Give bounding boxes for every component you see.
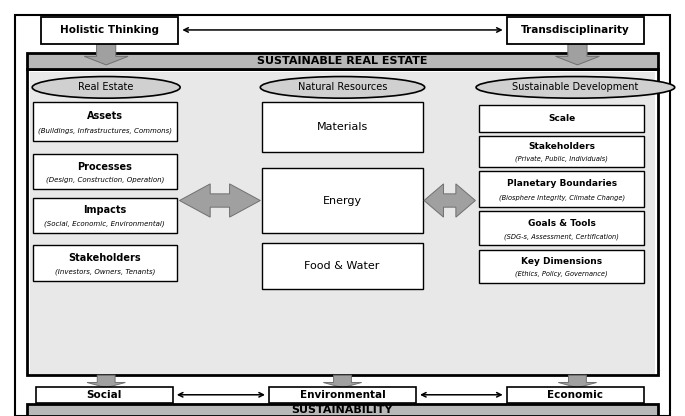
FancyBboxPatch shape <box>41 17 178 44</box>
FancyBboxPatch shape <box>507 387 644 403</box>
Text: Food & Water: Food & Water <box>304 261 380 271</box>
Text: Sustainable Development: Sustainable Development <box>512 82 638 92</box>
Text: Real Estate: Real Estate <box>79 82 134 92</box>
Polygon shape <box>424 184 475 217</box>
Text: Environmental: Environmental <box>299 390 386 400</box>
Text: Planetary Boundaries: Planetary Boundaries <box>507 179 616 188</box>
Polygon shape <box>556 45 599 65</box>
FancyBboxPatch shape <box>33 154 177 189</box>
Ellipse shape <box>32 77 180 98</box>
FancyBboxPatch shape <box>479 105 644 132</box>
Text: Holistic Thinking: Holistic Thinking <box>60 25 159 35</box>
FancyBboxPatch shape <box>27 404 658 416</box>
Text: Goals & Tools: Goals & Tools <box>527 219 596 228</box>
Text: Assets: Assets <box>87 111 123 121</box>
FancyBboxPatch shape <box>36 387 173 403</box>
Text: SUSTAINABILITY: SUSTAINABILITY <box>292 405 393 415</box>
Text: Transdisciplinarity: Transdisciplinarity <box>521 25 630 35</box>
FancyBboxPatch shape <box>262 243 423 289</box>
Polygon shape <box>179 184 260 217</box>
Ellipse shape <box>476 77 675 98</box>
Text: Stakeholders: Stakeholders <box>528 142 595 151</box>
FancyBboxPatch shape <box>262 102 423 152</box>
Polygon shape <box>323 375 362 388</box>
Polygon shape <box>87 375 125 388</box>
Text: (Buildings, Infrastructures, Commons): (Buildings, Infrastructures, Commons) <box>38 127 172 134</box>
Text: Natural Resources: Natural Resources <box>298 82 387 92</box>
FancyBboxPatch shape <box>262 168 423 233</box>
Text: Energy: Energy <box>323 196 362 206</box>
Text: Materials: Materials <box>316 122 368 132</box>
FancyBboxPatch shape <box>479 211 644 245</box>
Text: (Investors, Owners, Tenants): (Investors, Owners, Tenants) <box>55 268 155 275</box>
Ellipse shape <box>260 77 425 98</box>
FancyBboxPatch shape <box>507 17 644 44</box>
Text: (SDG-s, Assessment, Certification): (SDG-s, Assessment, Certification) <box>504 233 619 240</box>
FancyBboxPatch shape <box>33 102 177 141</box>
Text: (Biosphere Integrity, Climate Change): (Biosphere Integrity, Climate Change) <box>499 194 625 201</box>
Text: Scale: Scale <box>548 114 575 123</box>
Text: (Ethics, Policy, Governance): (Ethics, Policy, Governance) <box>515 270 608 277</box>
FancyBboxPatch shape <box>33 198 177 233</box>
Text: Social: Social <box>86 390 122 400</box>
Text: Impacts: Impacts <box>83 206 127 215</box>
FancyBboxPatch shape <box>27 53 658 69</box>
Text: (Private, Public, Individuals): (Private, Public, Individuals) <box>515 156 608 162</box>
FancyBboxPatch shape <box>27 69 658 375</box>
Text: Key Dimensions: Key Dimensions <box>521 257 602 266</box>
FancyBboxPatch shape <box>30 72 655 374</box>
Text: Processes: Processes <box>77 162 132 172</box>
Text: (Social, Economic, Environmental): (Social, Economic, Environmental) <box>45 220 165 227</box>
Text: Economic: Economic <box>547 390 603 400</box>
FancyBboxPatch shape <box>33 245 177 281</box>
FancyBboxPatch shape <box>269 387 416 403</box>
FancyBboxPatch shape <box>479 250 644 283</box>
FancyBboxPatch shape <box>479 171 644 207</box>
Text: SUSTAINABLE REAL ESTATE: SUSTAINABLE REAL ESTATE <box>258 56 427 66</box>
Polygon shape <box>558 375 597 388</box>
FancyBboxPatch shape <box>15 15 670 416</box>
Text: (Design, Construction, Operation): (Design, Construction, Operation) <box>46 176 164 183</box>
Polygon shape <box>84 45 128 65</box>
Text: Stakeholders: Stakeholders <box>68 253 141 263</box>
FancyBboxPatch shape <box>479 136 644 167</box>
